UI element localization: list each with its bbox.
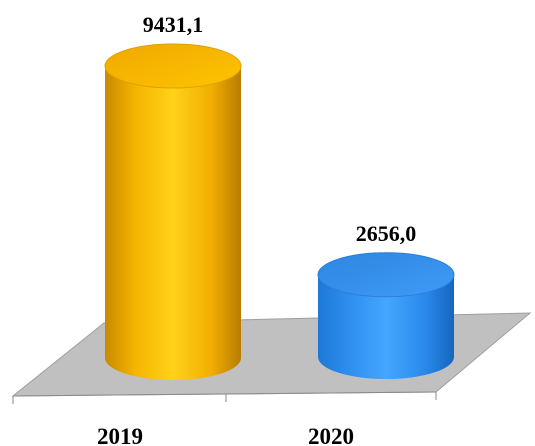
bar-top-2019	[104, 43, 242, 89]
bar-cylinder-2020	[318, 274, 454, 379]
data-label-2020: 2656,0	[356, 221, 417, 246]
x-tick-label-2019: 2019	[97, 424, 143, 446]
data-label-2019: 9431,1	[143, 12, 204, 37]
bars-group	[104, 43, 455, 380]
x-axis-line	[12, 391, 437, 397]
bar-cylinder-2019	[105, 66, 241, 380]
bar-top-2020	[317, 252, 455, 298]
labels-group: 9431,1 2019 2656,0 2020	[97, 12, 416, 446]
x-tick-label-2020: 2020	[308, 424, 354, 446]
